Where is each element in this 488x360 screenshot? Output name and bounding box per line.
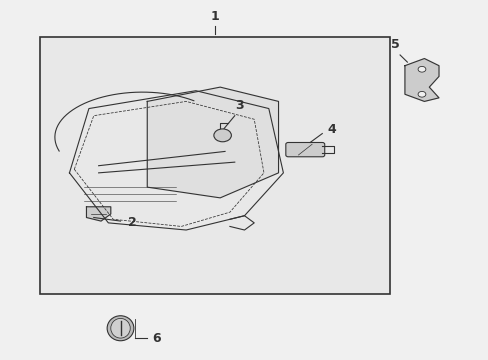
- Circle shape: [213, 129, 231, 142]
- Text: 1: 1: [210, 10, 219, 23]
- Polygon shape: [404, 59, 438, 102]
- FancyBboxPatch shape: [40, 37, 389, 294]
- Circle shape: [417, 66, 425, 72]
- Polygon shape: [86, 207, 111, 221]
- Ellipse shape: [107, 316, 134, 341]
- FancyBboxPatch shape: [285, 143, 324, 157]
- Text: 6: 6: [152, 332, 161, 345]
- Text: 4: 4: [327, 123, 336, 136]
- Text: 3: 3: [235, 99, 244, 112]
- Text: 5: 5: [390, 39, 399, 51]
- Circle shape: [417, 91, 425, 97]
- Ellipse shape: [111, 319, 130, 338]
- Text: 2: 2: [128, 216, 137, 229]
- Polygon shape: [147, 87, 278, 198]
